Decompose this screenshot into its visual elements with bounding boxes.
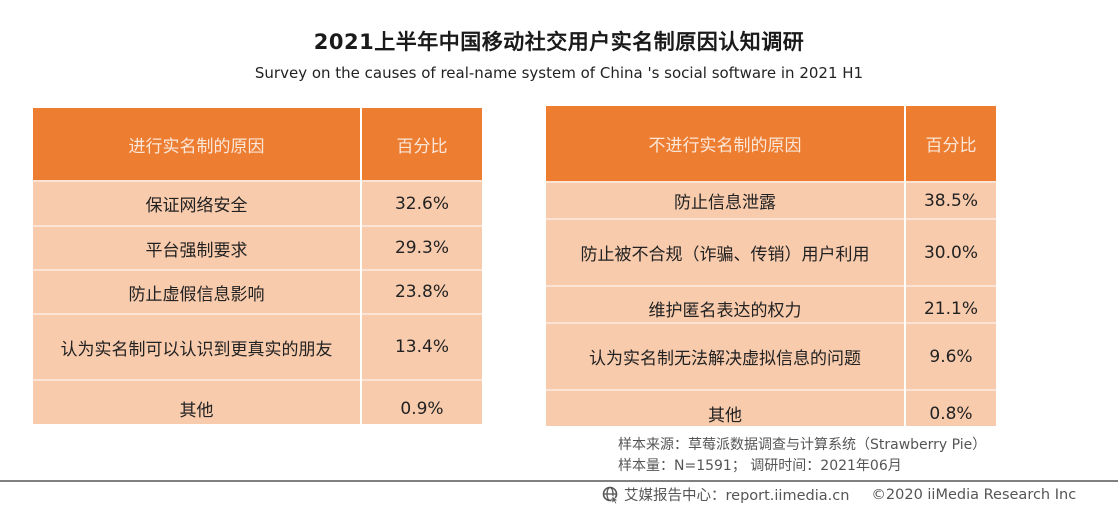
footer-divider — [0, 480, 1118, 482]
globe-cursor-icon — [602, 486, 620, 504]
reason-cell: 防止被不合规（诈骗、传销）用户利用 — [546, 218, 906, 286]
reason-cell: 认为实名制可以认识到更真实的朋友 — [33, 313, 362, 380]
column-header-percent: 百分比 — [361, 108, 482, 181]
column-header-reason: 不进行实名制的原因 — [546, 106, 906, 182]
sample-source-note: 样本来源：草莓派数据调查与计算系统（Strawberry Pie） — [618, 437, 987, 453]
table-row: 认为实名制无法解决虚拟信息的问题 9.6% — [546, 322, 996, 390]
percent-cell: 9.6% — [905, 322, 996, 390]
sample-size-note: 样本量：N=1591； 调研时间：2021年06月 — [618, 458, 902, 474]
reason-cell: 其他 — [33, 379, 362, 424]
table-row: 防止被不合规（诈骗、传销）用户利用 30.0% — [546, 218, 996, 286]
table-row: 保证网络安全 32.6% — [33, 180, 482, 226]
page-subtitle: Survey on the causes of real-name system… — [254, 64, 864, 82]
copyright-text: ©2020 iiMedia Research Inc — [871, 486, 1077, 503]
percent-cell: 30.0% — [905, 218, 996, 286]
reason-cell: 维护匿名表达的权力 — [546, 285, 906, 323]
table-row: 其他 0.9% — [33, 379, 482, 424]
percent-cell: 38.5% — [905, 181, 996, 219]
percent-cell: 23.8% — [361, 269, 482, 314]
footer: 艾媒报告中心：report.iimedia.cn ©2020 iiMedia R… — [602, 484, 1076, 505]
percent-cell: 29.3% — [361, 225, 482, 270]
table-row: 防止信息泄露 38.5% — [546, 181, 996, 219]
table-row: 其他 0.8% — [546, 389, 996, 426]
reason-cell: 防止虚假信息影响 — [33, 269, 362, 314]
table-row: 认为实名制可以认识到更真实的朋友 13.4% — [33, 313, 482, 380]
report-site-link[interactable]: 艾媒报告中心：report.iimedia.cn — [624, 488, 850, 504]
reasons-against-real-name-table: 不进行实名制的原因 百分比 防止信息泄露 38.5% 防止被不合规（诈骗、传销）… — [546, 106, 996, 426]
percent-cell: 13.4% — [361, 313, 482, 380]
column-header-reason: 进行实名制的原因 — [33, 108, 362, 181]
reasons-for-real-name-table: 进行实名制的原因 百分比 保证网络安全 32.6% 平台强制要求 29.3% 防… — [33, 108, 482, 424]
reason-cell: 保证网络安全 — [33, 180, 362, 226]
column-header-percent: 百分比 — [905, 106, 996, 182]
table-header-row: 进行实名制的原因 百分比 — [33, 108, 482, 181]
reason-cell: 平台强制要求 — [33, 225, 362, 270]
percent-cell: 0.8% — [905, 389, 996, 426]
reason-cell: 其他 — [546, 389, 906, 426]
reason-cell: 防止信息泄露 — [546, 181, 906, 219]
reason-cell: 认为实名制无法解决虚拟信息的问题 — [546, 322, 906, 390]
percent-cell: 32.6% — [361, 180, 482, 226]
table-row: 防止虚假信息影响 23.8% — [33, 269, 482, 314]
table-row: 平台强制要求 29.3% — [33, 225, 482, 270]
percent-cell: 0.9% — [361, 379, 482, 424]
percent-cell: 21.1% — [905, 285, 996, 323]
page-title: 2021上半年中国移动社交用户实名制原因认知调研 — [313, 30, 805, 54]
table-row: 维护匿名表达的权力 21.1% — [546, 285, 996, 323]
table-header-row: 不进行实名制的原因 百分比 — [546, 106, 996, 182]
